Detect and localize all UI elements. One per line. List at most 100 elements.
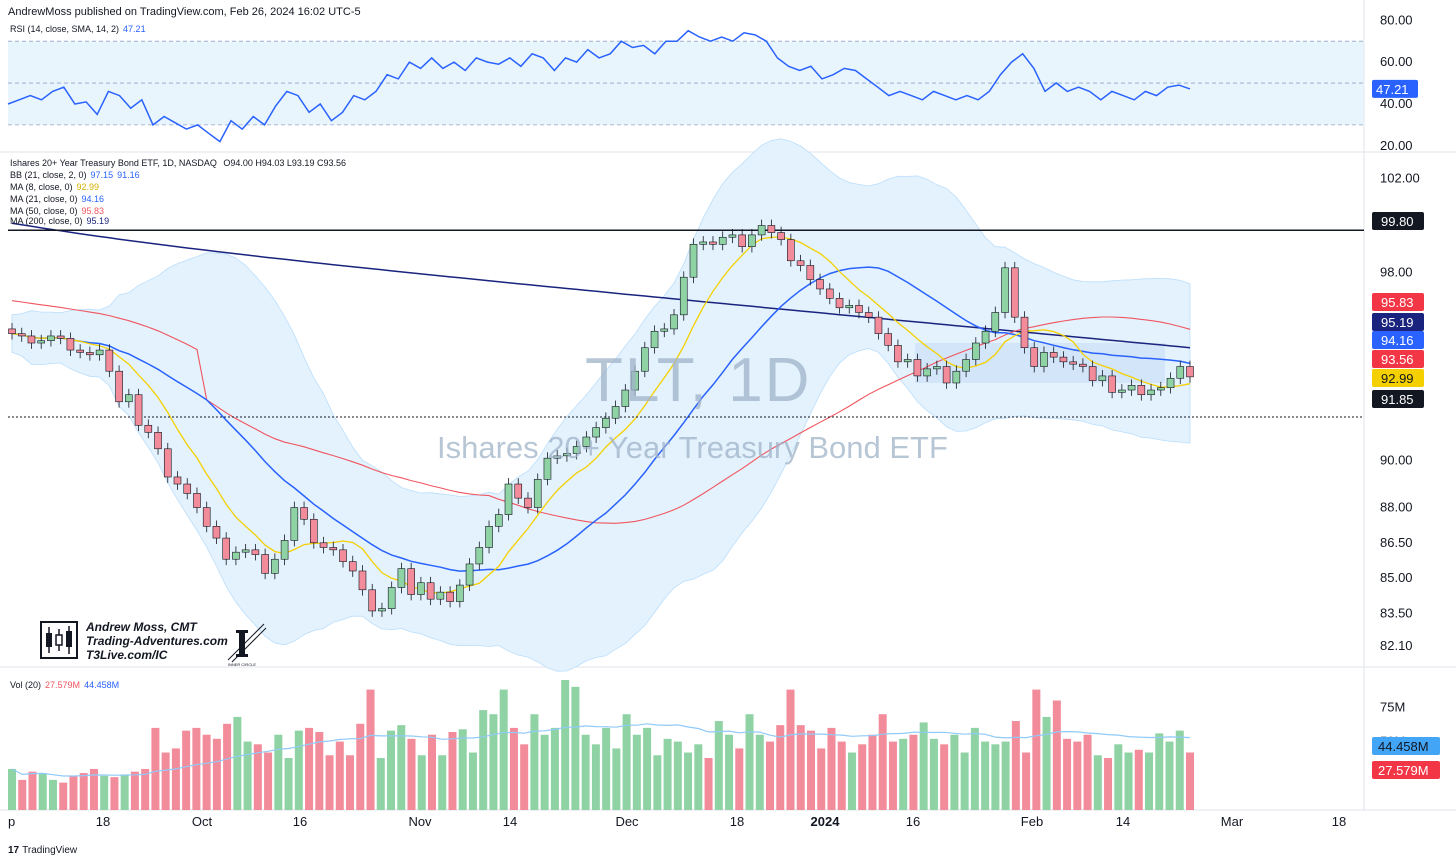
inner-circle-badge-text: INNER CIRCLE — [228, 662, 257, 667]
candle-body — [864, 312, 873, 318]
volume-bar — [591, 744, 600, 810]
candle-body — [241, 549, 250, 553]
volume-bar — [827, 727, 836, 810]
volume-bar — [1175, 730, 1184, 810]
candle-body — [533, 479, 542, 508]
candle-body — [602, 417, 610, 428]
volume-bar — [1083, 734, 1092, 810]
candle-body — [290, 507, 299, 541]
candle-body — [125, 394, 133, 403]
candle-body — [660, 328, 669, 332]
ma200-price-tag — [1372, 313, 1424, 331]
rsi-legend[interactable]: RSI (14, close, SMA, 14, 2) 47.21 — [10, 24, 146, 34]
volume-bar — [468, 752, 477, 810]
volume-bar — [766, 741, 775, 810]
ohlc-values: O94.00 H94.03 L93.19 C93.56 — [223, 158, 346, 168]
candle-body — [806, 265, 815, 280]
volume-bar — [305, 727, 314, 810]
price-tick-label-1: 98.00 — [1380, 265, 1413, 280]
tradingview-footer[interactable]: 17 TradingView — [8, 845, 77, 856]
bb-legend[interactable]: BB (21, close, 2, 0) 97.15 91.16 — [10, 170, 140, 180]
candle-body — [738, 234, 746, 247]
candle-body — [212, 526, 221, 539]
volume-bar — [233, 716, 242, 810]
candle-body — [1030, 347, 1039, 367]
rsi-last-value-text: 47.21 — [1376, 82, 1409, 97]
volume-bar — [18, 779, 27, 810]
candle-body — [339, 549, 347, 562]
candle-body — [923, 368, 931, 377]
candle-body — [670, 314, 678, 330]
volume-bar — [643, 727, 652, 810]
candle-body — [524, 497, 532, 508]
ma21-price-tag — [1372, 331, 1424, 349]
volume-bar — [417, 755, 426, 810]
volume-legend-label: Vol (20) — [10, 680, 42, 690]
ma8-legend-value: 92.99 — [76, 182, 100, 192]
time-tick-label-3: 16 — [293, 814, 307, 829]
candle-body — [689, 244, 698, 278]
volume-bar — [684, 752, 693, 810]
ma200-legend[interactable]: MA (200, close, 0) 95.19 — [10, 216, 109, 226]
candle-body — [251, 549, 260, 555]
candle-body — [407, 568, 415, 595]
ma21-legend[interactable]: MA (21, close, 0) 94.16 — [10, 194, 104, 204]
tradingview-logo-icon: 17 — [8, 845, 20, 856]
volume-bar — [264, 752, 273, 810]
candle-body — [543, 457, 552, 480]
volume-bar — [806, 730, 815, 810]
volume-bar — [325, 755, 334, 810]
candle-body — [368, 589, 377, 612]
logo-line-2: Trading-Adventures.com — [86, 634, 228, 648]
candle-body — [903, 359, 912, 363]
volume-bar — [28, 771, 37, 810]
last-price-tag-text: 93.56 — [1381, 352, 1414, 367]
volume-bar — [602, 727, 611, 810]
volume-legend-average: 44.458M — [84, 680, 120, 690]
candle-body — [475, 547, 484, 565]
candle-body — [1108, 375, 1116, 393]
candle-body — [972, 342, 980, 360]
candle-body — [222, 537, 230, 560]
time-tick-label-2: Oct — [192, 814, 213, 829]
ma200-legend-value: 95.19 — [86, 216, 110, 226]
ma200-legend-label: MA (200, close, 0) — [10, 216, 83, 226]
ma50-legend[interactable]: MA (50, close, 0) 95.83 — [10, 206, 104, 216]
time-tick-label-9: 16 — [906, 814, 920, 829]
time-tick-label-6: Dec — [615, 814, 639, 829]
volume-bar — [673, 741, 682, 810]
ma50-legend-label: MA (50, close, 0) — [10, 206, 78, 216]
volume-legend[interactable]: Vol (20) 27.579M 44.458M — [10, 680, 119, 690]
volume-bar — [755, 734, 764, 810]
candle-body — [728, 234, 737, 238]
candle-body — [787, 239, 795, 262]
time-tick-label-4: Nov — [408, 814, 432, 829]
volume-bar — [192, 727, 201, 810]
volume-average-tag-text: 44.458M — [1378, 739, 1429, 754]
symbol-legend[interactable]: Ishares 20+ Year Treasury Bond ETF, 1D, … — [10, 158, 346, 168]
candle-body — [144, 424, 153, 433]
candle-body — [1166, 377, 1175, 388]
volume-bar — [448, 732, 457, 810]
rsi-legend-label: RSI (14, close, SMA, 14, 2) — [10, 24, 120, 34]
ma8-legend[interactable]: MA (8, close, 0) 92.99 — [10, 182, 99, 192]
candle-body — [679, 276, 688, 316]
candle-body — [650, 330, 659, 349]
volume-bar — [161, 752, 170, 810]
volume-bar — [694, 744, 703, 810]
bb-legend-label: BB (21, close, 2, 0) — [10, 170, 87, 180]
candle-body — [816, 279, 824, 290]
volume-bar — [69, 775, 78, 810]
volume-bar — [1093, 755, 1102, 810]
rsi-tick-label-3: 20.00 — [1380, 138, 1413, 153]
candle-body — [991, 312, 1000, 332]
volume-bar — [878, 714, 887, 810]
volume-bar — [868, 734, 877, 810]
candle-body — [134, 394, 143, 426]
volume-bar — [100, 775, 109, 810]
volume-bar — [981, 741, 990, 810]
candle-body — [1147, 389, 1155, 396]
candle-body — [183, 483, 192, 494]
